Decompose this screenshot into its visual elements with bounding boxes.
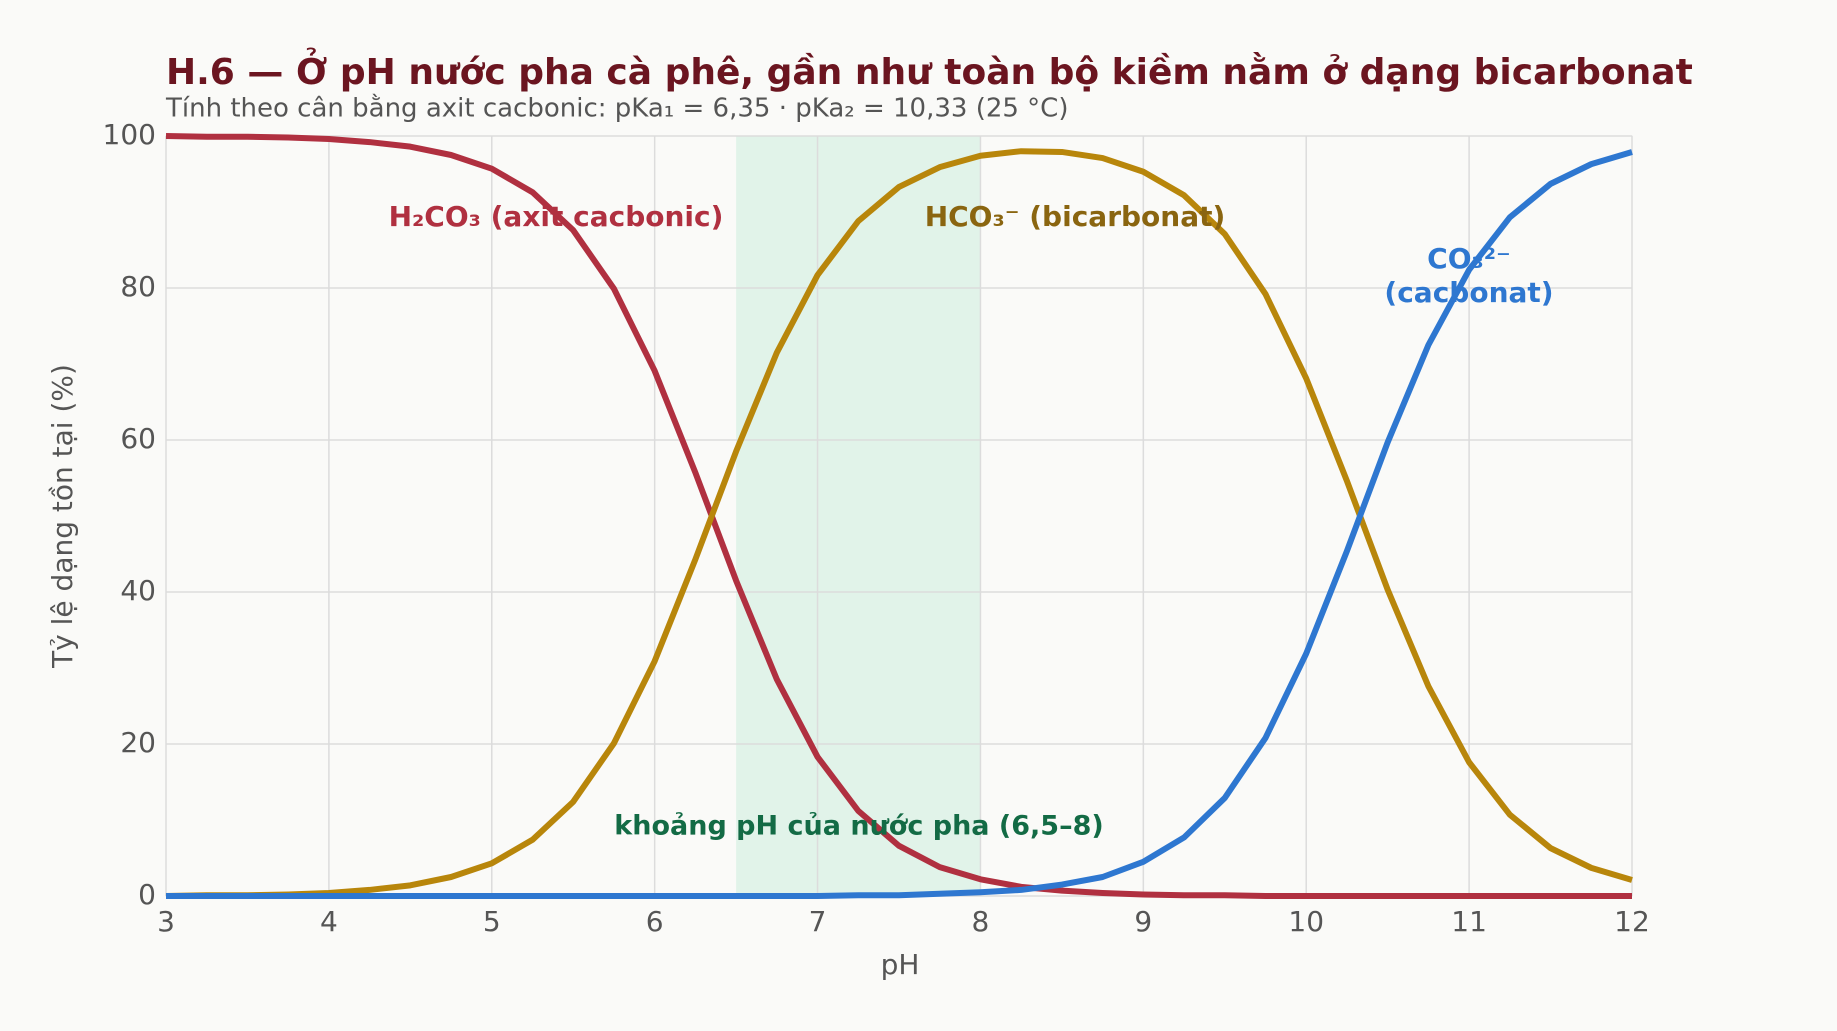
x-tick-label: 7 xyxy=(809,905,827,938)
y-tick-label: 80 xyxy=(120,270,156,303)
series-line xyxy=(165,148,1633,899)
x-tick-label: 12 xyxy=(1614,905,1650,938)
series-annotation: H₂CO₃ (axit cacbonic) xyxy=(389,200,724,233)
y-tick-label: 20 xyxy=(120,726,156,759)
y-tick-label: 0 xyxy=(138,878,156,911)
x-tick-label: 6 xyxy=(646,905,664,938)
series-line xyxy=(166,149,1633,899)
x-axis-label: pH xyxy=(881,948,920,981)
x-tick-label: 9 xyxy=(1134,905,1152,938)
chart-subtitle: Tính theo cân bằng axit cacbonic: pKa₁ =… xyxy=(165,93,1068,124)
shaded-region xyxy=(736,136,981,896)
y-tick-label: 40 xyxy=(120,574,156,607)
chart-title: H.6 — Ở pH nước pha cà phê, gần như toàn… xyxy=(166,47,1693,93)
y-tick-label: 60 xyxy=(120,422,156,455)
x-tick-label: 4 xyxy=(320,905,338,938)
y-tick-label: 100 xyxy=(103,118,156,151)
x-tick-label: 8 xyxy=(972,905,990,938)
series-annotation: (cacbonat) xyxy=(1384,276,1553,309)
x-tick-label: 3 xyxy=(157,905,175,938)
series-annotation: CO₃²⁻ xyxy=(1427,242,1511,275)
shaded-region-label: khoảng pH của nước pha (6,5–8) xyxy=(614,811,1103,842)
x-tick-label: 10 xyxy=(1288,905,1324,938)
y-axis-label: Tỷ lệ dạng tồn tại (%) xyxy=(46,364,79,669)
x-tick-label: 11 xyxy=(1451,905,1487,938)
series-annotation: HCO₃⁻ (bicarbonat) xyxy=(925,200,1226,233)
series-line xyxy=(165,133,1632,899)
x-tick-label: 5 xyxy=(483,905,501,938)
